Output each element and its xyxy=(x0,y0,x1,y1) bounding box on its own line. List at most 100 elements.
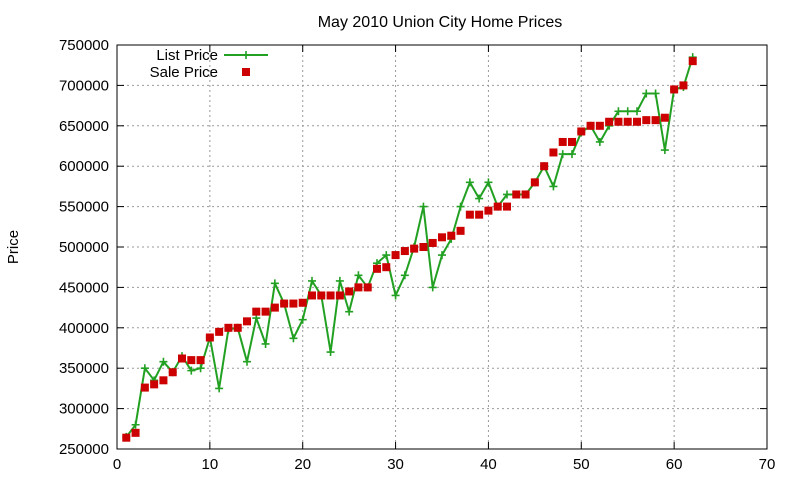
sale-price-point xyxy=(187,356,196,365)
list-price-point xyxy=(595,137,604,146)
list-price-point xyxy=(549,182,558,191)
sale-price-point xyxy=(577,127,586,136)
legend-swatch-sale-price xyxy=(242,68,250,76)
sale-price-point xyxy=(363,283,372,292)
x-tick-label: 60 xyxy=(666,456,683,473)
y-tick-label: 600000 xyxy=(59,158,109,175)
x-tick-label: 10 xyxy=(202,456,219,473)
plot-frame xyxy=(116,44,768,450)
list-price-point xyxy=(215,384,224,393)
sale-price-point xyxy=(270,303,279,312)
sale-price-point xyxy=(484,206,493,215)
list-price-point xyxy=(391,291,400,300)
list-price-point xyxy=(289,334,298,343)
list-price-point xyxy=(623,107,632,116)
legend-label-sale-price: Sale Price xyxy=(150,64,218,81)
x-tick-label: 20 xyxy=(294,456,311,473)
sale-price-point xyxy=(456,226,465,235)
sale-price-point xyxy=(679,81,688,90)
sale-price-point xyxy=(688,57,697,66)
list-price-point xyxy=(660,146,669,155)
list-price-point xyxy=(400,271,409,280)
sale-price-point xyxy=(159,376,168,385)
list-price-point xyxy=(438,251,446,260)
sale-price-point xyxy=(233,323,242,332)
y-tick-label: 750000 xyxy=(59,37,109,54)
list-price-point xyxy=(568,150,576,159)
sale-price-point xyxy=(521,190,530,199)
sale-price-point xyxy=(419,243,428,251)
list-price-point xyxy=(187,366,196,375)
sale-price-point xyxy=(605,117,614,126)
sale-price-point xyxy=(280,299,289,308)
sale-price-point xyxy=(243,317,251,326)
y-tick-label: 300000 xyxy=(59,401,109,418)
list-price-point xyxy=(354,271,363,280)
sale-price-point xyxy=(382,263,391,272)
sale-price-point xyxy=(122,433,131,442)
x-tick-label: 40 xyxy=(480,456,497,473)
sale-price-point xyxy=(317,291,326,300)
y-tick-label: 350000 xyxy=(59,360,109,377)
x-tick-label: 30 xyxy=(387,456,404,473)
sale-price-point xyxy=(400,247,409,256)
legend-label-list-price: List Price xyxy=(156,47,218,64)
sale-price-point xyxy=(289,299,298,308)
y-tick-label: 450000 xyxy=(59,279,109,296)
list-price-point xyxy=(159,357,168,366)
sale-price-point xyxy=(660,113,669,122)
sale-price-point xyxy=(131,428,140,437)
list-price-point xyxy=(419,202,428,211)
sale-price-point xyxy=(465,210,474,219)
y-tick-label: 550000 xyxy=(59,199,109,216)
y-tick-label: 400000 xyxy=(59,320,109,337)
sale-price-point xyxy=(623,117,632,126)
list-price-point xyxy=(270,279,279,288)
y-tick-label: 250000 xyxy=(59,441,109,458)
list-price-point xyxy=(651,89,660,98)
y-tick-label: 650000 xyxy=(59,118,109,135)
x-tick-label: 0 xyxy=(113,456,121,473)
sale-price-point xyxy=(670,85,679,94)
legend-marker-list-price xyxy=(242,51,250,59)
sale-price-point xyxy=(493,202,502,211)
y-axis-label: Price xyxy=(5,230,22,264)
sale-price-point xyxy=(642,116,651,125)
list-price-point xyxy=(642,89,651,98)
list-price-point xyxy=(428,283,437,292)
sale-price-point xyxy=(651,116,660,125)
list-price-point xyxy=(261,339,270,348)
sale-price-point xyxy=(438,233,446,242)
list-price-point xyxy=(335,276,344,285)
list-price-point xyxy=(345,307,354,316)
list-price-point xyxy=(465,178,474,187)
x-tick-label: 70 xyxy=(759,456,776,473)
list-price-point xyxy=(475,194,484,203)
sale-price-point xyxy=(215,327,224,336)
sale-price-point xyxy=(150,380,159,389)
sale-price-point xyxy=(224,323,233,332)
list-price-point xyxy=(558,150,567,159)
list-price-point xyxy=(503,190,511,199)
list-price-point xyxy=(484,178,493,187)
sale-price-point xyxy=(196,356,205,365)
sale-price-point xyxy=(614,117,623,126)
sale-price-point xyxy=(298,298,307,307)
sale-price-point xyxy=(512,190,521,199)
list-price-point xyxy=(456,202,465,211)
sale-price-point xyxy=(391,251,400,260)
sale-price-point xyxy=(178,354,186,363)
sale-price-point xyxy=(261,307,270,316)
sale-price-point xyxy=(140,383,149,392)
sale-price-point xyxy=(558,137,567,146)
sale-price-point xyxy=(308,291,316,300)
list-price-point xyxy=(382,251,391,260)
sale-price-point xyxy=(595,121,604,130)
sale-price-point xyxy=(475,210,484,219)
sale-price-point xyxy=(354,283,363,292)
chart-title: May 2010 Union City Home Prices xyxy=(318,14,563,31)
sale-price-point xyxy=(345,287,354,296)
x-tick-label: 50 xyxy=(573,456,590,473)
